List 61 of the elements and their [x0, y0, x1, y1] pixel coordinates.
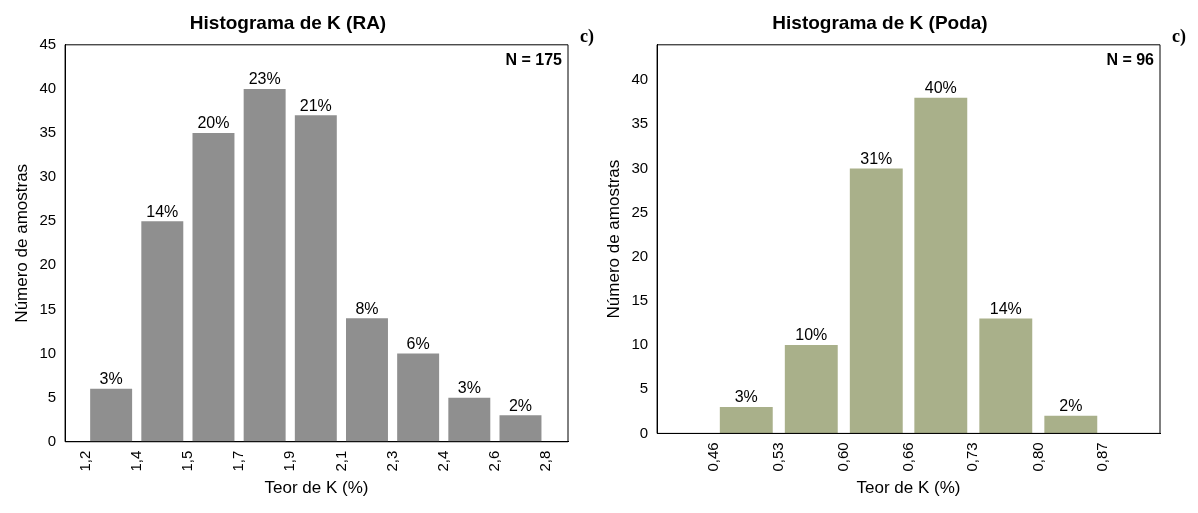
y-tick-label: 5	[47, 387, 57, 405]
y-tick-label: 5	[639, 379, 649, 397]
y-tick-label: 20	[39, 255, 57, 273]
x-tick-label: 0,46	[704, 442, 722, 472]
y-axis-title: Número de amostras	[11, 163, 31, 323]
y-tick-label: 25	[39, 211, 57, 229]
annotation: 20%	[197, 114, 230, 132]
y-tick-label: 15	[39, 299, 57, 317]
annotation: N = 175	[505, 51, 563, 69]
x-tick-label: 0,53	[768, 442, 786, 472]
annotation: 8%	[355, 299, 379, 317]
annotation: 21%	[299, 96, 332, 114]
annotation: 6%	[406, 334, 430, 352]
x-axis-title: Teor de K (%)	[264, 478, 369, 498]
y-tick-label: 25	[631, 202, 649, 220]
annotation: 2%	[1059, 397, 1083, 415]
y-tick-label: 20	[631, 246, 649, 264]
chart-title: Histograma de K (RA)	[189, 11, 387, 33]
annotation: 23%	[248, 70, 281, 88]
annotation: 2%	[508, 396, 533, 414]
x-tick-label: 1,9	[280, 450, 298, 472]
y-tick-label: 35	[631, 114, 649, 132]
text: c)	[580, 25, 594, 47]
x-tick-label: 0,80	[1028, 442, 1046, 472]
annotation: 14%	[989, 300, 1022, 317]
annotation: 3%	[99, 370, 123, 388]
x-tick-label: 1,7	[229, 450, 247, 472]
x-tick-label: 2,3	[382, 450, 400, 472]
x-tick-label: 2,6	[485, 450, 503, 472]
annotation: 31%	[860, 149, 893, 167]
y-tick-label: 10	[39, 343, 57, 361]
annotation: 3%	[734, 388, 758, 406]
x-tick-label: 2,8	[536, 450, 554, 472]
y-tick-label: 40	[631, 70, 649, 88]
x-tick-label: 1,4	[126, 450, 144, 472]
annotation: 14%	[146, 202, 179, 220]
x-tick-label: 2,1	[331, 450, 349, 472]
x-tick-label: 2,4	[433, 450, 451, 472]
x-axis-title: Teor de K (%)	[856, 478, 961, 498]
text: c)	[1172, 25, 1186, 47]
y-tick-label: 45	[39, 34, 57, 52]
annotation: 3%	[457, 379, 481, 397]
x-tick-label: 0,73	[963, 442, 981, 472]
y-axis-title: Número de amostras	[603, 159, 623, 319]
x-tick-label: 1,2	[75, 450, 93, 472]
annotation: 10%	[795, 326, 828, 344]
y-tick-label: 15	[631, 291, 649, 309]
y-tick-label: 35	[39, 123, 57, 141]
y-tick-label: 0	[639, 423, 649, 441]
y-tick-label: 10	[631, 335, 649, 353]
annotation: 40%	[924, 79, 957, 97]
annotation: N = 96	[1106, 51, 1155, 69]
y-tick-label: 30	[631, 158, 649, 176]
x-tick-label: 0,66	[898, 442, 916, 472]
x-tick-label: 0,87	[1093, 442, 1111, 472]
x-tick-label: 1,5	[178, 450, 196, 472]
x-tick-label: 0,60	[834, 442, 852, 472]
y-tick-label: 0	[47, 431, 57, 449]
chart-title: Histograma de K (Poda)	[772, 11, 988, 33]
y-tick-label: 30	[39, 167, 57, 185]
y-tick-label: 40	[39, 79, 57, 97]
